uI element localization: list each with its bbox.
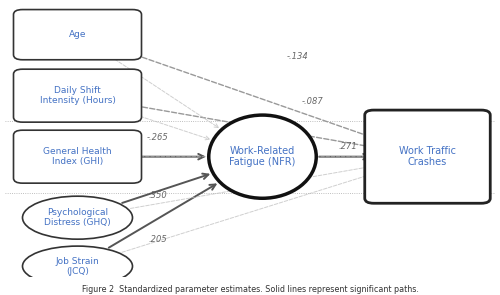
Text: .205: .205 <box>148 235 167 244</box>
Text: Age: Age <box>69 30 86 39</box>
FancyBboxPatch shape <box>364 110 490 203</box>
Text: -.134: -.134 <box>286 52 308 61</box>
Text: Work-Related
Fatigue (NFR): Work-Related Fatigue (NFR) <box>230 146 296 168</box>
FancyBboxPatch shape <box>14 9 141 60</box>
FancyBboxPatch shape <box>14 69 141 122</box>
Text: .350: .350 <box>148 191 167 200</box>
Text: Figure 2  Standardized parameter estimates. Solid lines represent significant pa: Figure 2 Standardized parameter estimate… <box>82 284 418 294</box>
Text: .271: .271 <box>338 142 357 151</box>
Ellipse shape <box>22 196 132 239</box>
Ellipse shape <box>22 246 132 286</box>
Text: Daily Shift
Intensity (Hours): Daily Shift Intensity (Hours) <box>40 86 116 105</box>
Text: General Health
Index (GHI): General Health Index (GHI) <box>43 147 112 166</box>
Ellipse shape <box>209 115 316 198</box>
Text: -.265: -.265 <box>146 133 169 142</box>
Text: -.087: -.087 <box>302 97 324 106</box>
Text: Work Traffic
Crashes: Work Traffic Crashes <box>399 146 456 168</box>
Text: Job Strain
(JCQ): Job Strain (JCQ) <box>56 257 100 276</box>
FancyBboxPatch shape <box>14 130 141 183</box>
Text: Psychological
Distress (GHQ): Psychological Distress (GHQ) <box>44 208 111 227</box>
